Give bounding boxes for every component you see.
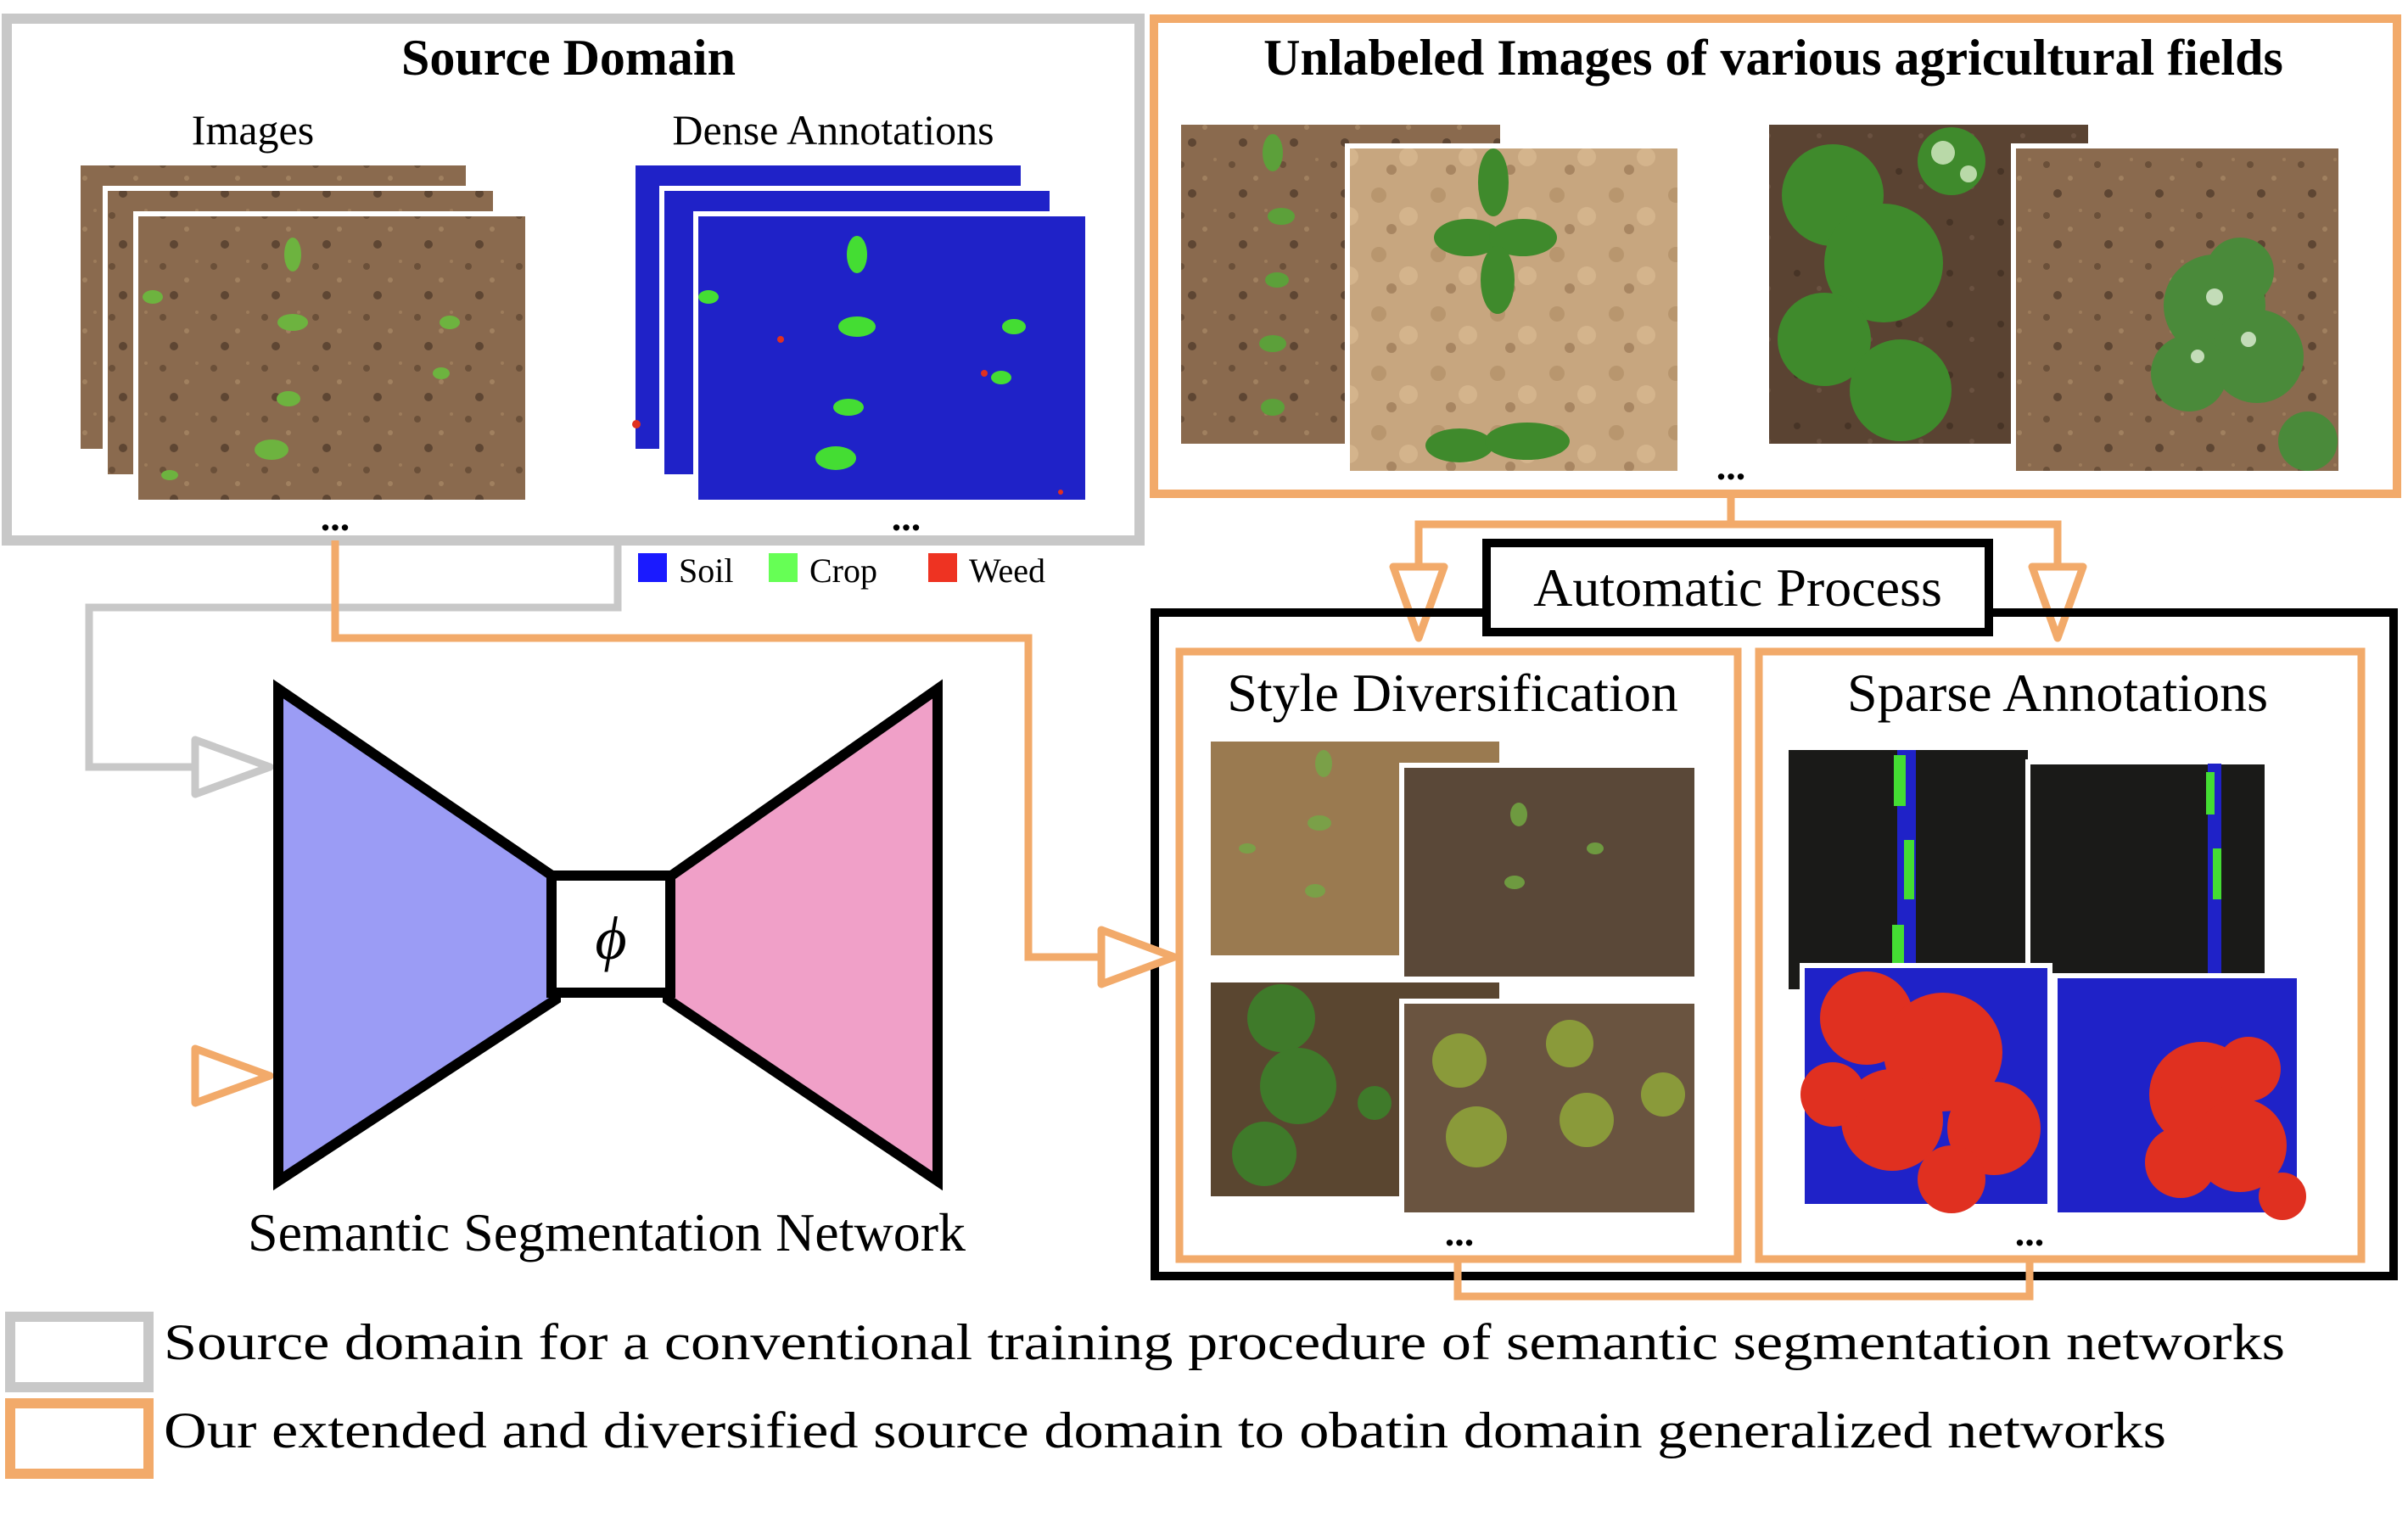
sparse-mask-4: [2052, 973, 2306, 1220]
unlabeled-thumbnail-2: [1345, 143, 1683, 476]
style-diversification-label: Style Diversification: [1227, 663, 1677, 723]
unlabeled-title: Unlabeled Images of various agricultural…: [1263, 30, 2283, 86]
crop-label: Crop: [809, 551, 877, 590]
network-encoder: [273, 679, 561, 1191]
orange-arrowhead-to-network: [191, 1044, 274, 1107]
orange-feedback-connector: [1453, 1259, 2034, 1301]
network-bottleneck: [546, 870, 675, 998]
class-legend: Soil Crop Weed: [638, 551, 1045, 590]
gray-source-connector: [85, 540, 622, 771]
weed-mask-dots: [632, 336, 1063, 495]
style-variant-2: [1399, 763, 1700, 982]
images-label: Images: [192, 106, 314, 154]
soil-swatch: [638, 553, 667, 582]
dense-annotation-stack: [630, 160, 1090, 505]
sparse-mask-2: [2025, 759, 2270, 978]
sparse-annotations-label: Sparse Annotations: [1847, 663, 2268, 723]
source-domain-title: Source Domain: [401, 30, 736, 86]
weed-swatch: [928, 553, 957, 582]
source-domain-frame: [2, 14, 1145, 546]
crop-seedlings: [143, 238, 460, 480]
sparse-ellipsis: ...: [2015, 1211, 2045, 1254]
automatic-process-label-box: [1482, 539, 1993, 636]
source-domain-panel: Source Domain Images Dense Annotations .…: [2, 14, 1145, 546]
orange-legend-swatch: [5, 1398, 154, 1479]
footer-legend: Source domain for a conventional trainin…: [5, 1312, 2285, 1479]
gray-legend-text: Source domain for a conventional trainin…: [164, 1314, 2285, 1370]
style-ellipsis: ...: [1445, 1211, 1475, 1254]
orange-legend-text: Our extended and diversified source doma…: [164, 1402, 2166, 1458]
crop-swatch: [769, 553, 798, 582]
soil-label: Soil: [679, 551, 733, 590]
network-decoder: [663, 679, 943, 1191]
automatic-process-panel: Automatic Process Style Diversification …: [1151, 539, 2398, 1280]
gray-arrowhead-to-network: [191, 736, 274, 798]
unlabeled-thumbnail-4: [2011, 143, 2344, 476]
sparse-annotations-frame: [1755, 647, 2366, 1263]
source-image-stack: [76, 160, 530, 505]
segmentation-network: ϕ Semantic Segmentation Network: [248, 679, 966, 1262]
bottleneck-symbol: ϕ: [595, 904, 626, 972]
crop-mask-blobs: [698, 236, 1026, 470]
orange-arrowhead-to-style: [1097, 926, 1179, 988]
arrowhead-to-sparse: [2028, 563, 2087, 642]
unlabeled-to-process-arrows: [1414, 494, 2062, 567]
annotations-ellipsis: ...: [892, 495, 921, 539]
automatic-process-label: Automatic Process: [1533, 557, 1942, 618]
sparse-mask-1: [1789, 750, 2028, 989]
dense-annotations-label: Dense Annotations: [672, 106, 994, 154]
arrowhead-to-style: [1389, 563, 1448, 642]
gray-legend-swatch: [5, 1312, 154, 1392]
orange-source-connector: [331, 540, 1101, 961]
network-label: Semantic Segmentation Network: [248, 1202, 966, 1262]
weed-label: Weed: [969, 551, 1045, 590]
images-ellipsis: ...: [321, 495, 350, 539]
sparse-mask-3: [1800, 963, 2052, 1213]
style-variant-4: [1399, 999, 1700, 1218]
unlabeled-images-panel: Unlabeled Images of various agricultural…: [1150, 14, 2401, 498]
unlabeled-ellipsis: ...: [1716, 445, 1746, 488]
unlabeled-frame: [1150, 14, 2401, 498]
